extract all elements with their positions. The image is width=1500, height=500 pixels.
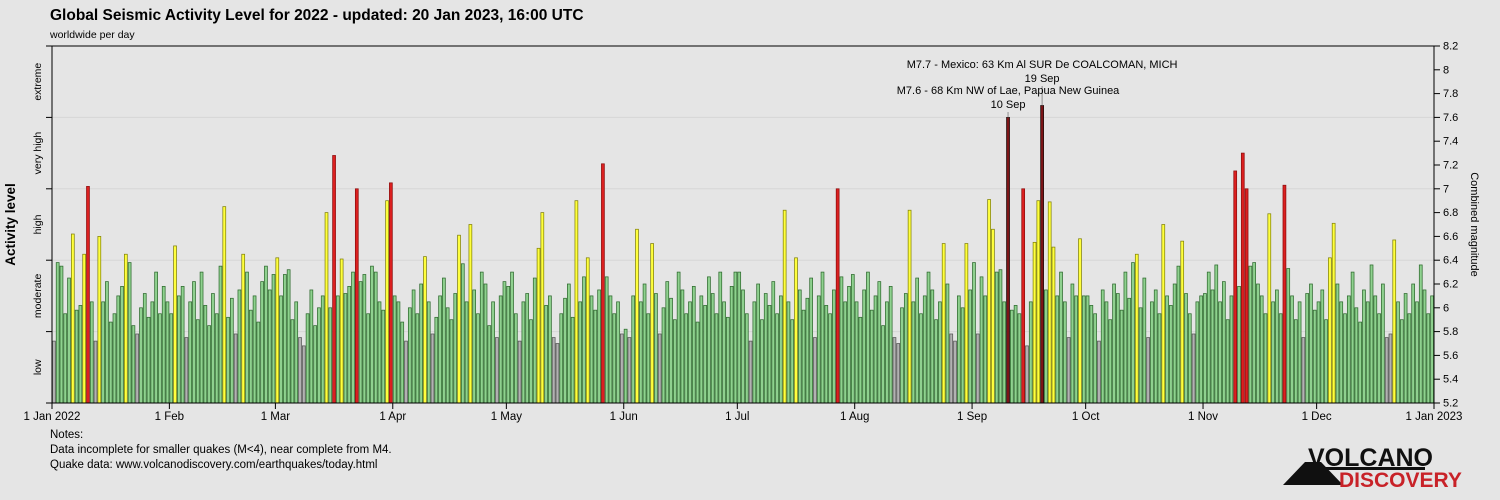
logo-discovery-text: DISCOVERY (1339, 469, 1462, 492)
svg-text:5.6: 5.6 (1443, 350, 1458, 362)
svg-text:19 Sep: 19 Sep (1025, 73, 1060, 85)
page-title: Global Seismic Activity Level for 2022 -… (50, 7, 584, 24)
svg-text:1 Apr: 1 Apr (379, 411, 406, 423)
svg-text:7.8: 7.8 (1443, 88, 1458, 100)
svg-text:very high: very high (32, 132, 44, 175)
svg-text:7: 7 (1443, 183, 1449, 195)
svg-text:low: low (32, 359, 44, 375)
svg-text:1 May: 1 May (491, 411, 523, 423)
svg-text:1 Feb: 1 Feb (155, 411, 184, 423)
axes: low moderate high very high extreme Activity … (3, 41, 1480, 424)
chart-subtitle: worldwide per day (50, 29, 135, 41)
svg-text:8: 8 (1443, 64, 1449, 76)
svg-text:extreme: extreme (32, 63, 44, 101)
svg-text:6.8: 6.8 (1443, 207, 1458, 219)
svg-text:1 Dec: 1 Dec (1302, 411, 1332, 423)
daily-activity-bars (52, 105, 1434, 404)
svg-text:Combined magnitude: Combined magnitude (1468, 172, 1480, 277)
svg-text:7.6: 7.6 (1443, 112, 1458, 124)
notes-line-2: Quake data: www.volcanodiscovery.com/ear… (50, 459, 378, 471)
svg-text:8.2: 8.2 (1443, 41, 1458, 53)
svg-text:1 Aug: 1 Aug (840, 411, 869, 423)
notes-block: Notes: Data incomplete for smaller quake… (50, 428, 392, 473)
svg-text:1 Jul: 1 Jul (725, 411, 749, 423)
volcanodiscovery-logo: VOLCANO DISCOVERY (1283, 444, 1483, 496)
quake-annotations: M7.7 - Mexico: 63 Km Al SUR De COALCOMAN… (897, 59, 1178, 118)
svg-text:1 Jan 2022: 1 Jan 2022 (24, 411, 81, 423)
svg-text:M7.6 - 68 Km NW of Lae, Papua: M7.6 - 68 Km NW of Lae, Papua New Guinea (897, 85, 1120, 97)
svg-text:6.4: 6.4 (1443, 255, 1458, 267)
svg-text:high: high (32, 214, 44, 234)
svg-text:1 Mar: 1 Mar (261, 411, 291, 423)
notes-heading: Notes: (50, 429, 84, 441)
svg-text:1 Oct: 1 Oct (1072, 411, 1100, 423)
svg-text:1 Sep: 1 Sep (957, 411, 987, 423)
svg-text:6.6: 6.6 (1443, 231, 1458, 243)
svg-text:1 Jan 2023: 1 Jan 2023 (1406, 411, 1463, 423)
svg-text:moderate: moderate (32, 274, 44, 319)
svg-text:M7.7 - Mexico: 63 Km Al SUR De: M7.7 - Mexico: 63 Km Al SUR De COALCOMAN… (907, 59, 1178, 71)
activity-plot: low moderate high very high extreme Activity … (3, 41, 1480, 424)
svg-text:6.2: 6.2 (1443, 279, 1458, 291)
svg-text:7.4: 7.4 (1443, 136, 1458, 148)
svg-text:Activity level: Activity level (3, 183, 18, 266)
svg-text:1 Nov: 1 Nov (1188, 411, 1218, 423)
logo-underline (1308, 467, 1425, 470)
svg-text:5.8: 5.8 (1443, 326, 1458, 338)
svg-text:7.2: 7.2 (1443, 160, 1458, 172)
svg-text:10 Sep: 10 Sep (991, 99, 1026, 111)
svg-text:1 Jun: 1 Jun (610, 411, 638, 423)
notes-line-1: Data incomplete for smaller quakes (M<4)… (50, 444, 392, 456)
svg-text:6: 6 (1443, 302, 1449, 314)
svg-text:5.2: 5.2 (1443, 398, 1458, 410)
svg-text:5.4: 5.4 (1443, 374, 1458, 386)
